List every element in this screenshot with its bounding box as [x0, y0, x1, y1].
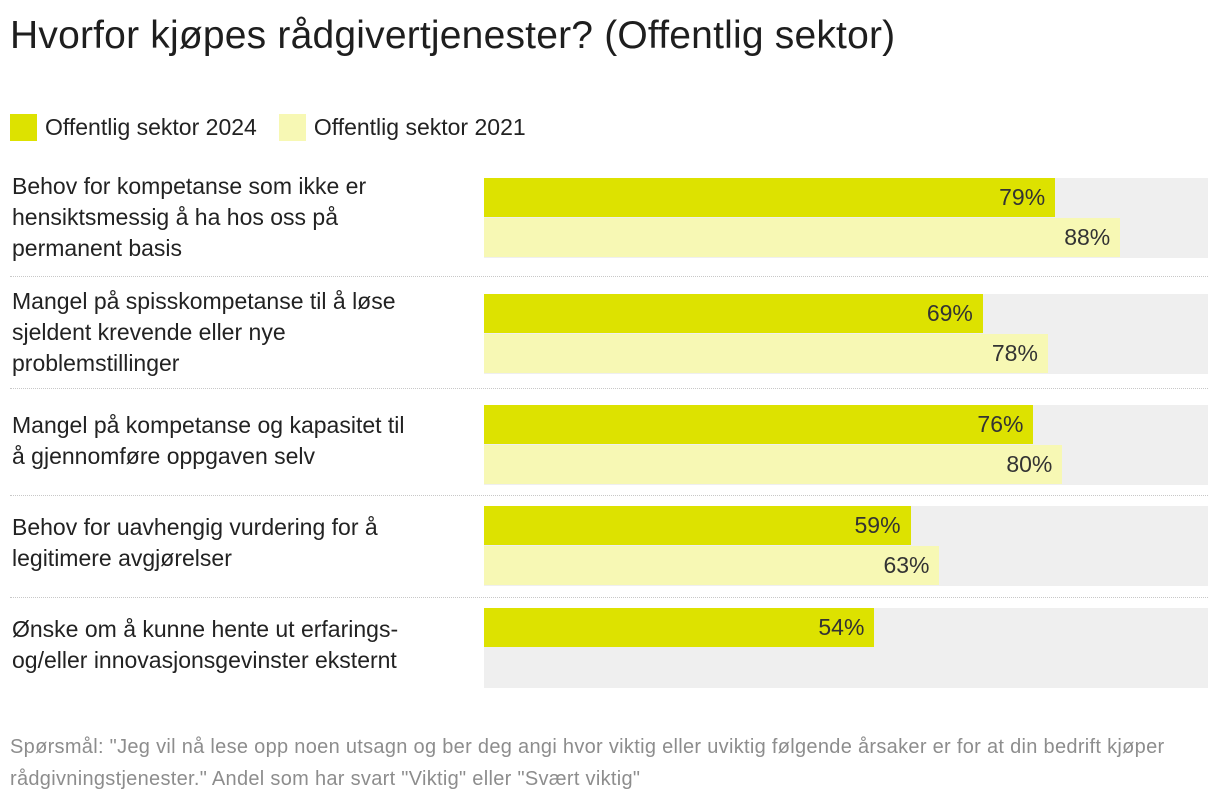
bar-2024 — [484, 405, 1034, 444]
data-label: 63% — [883, 552, 930, 578]
category-label-line: sjeldent krevende eller nye — [12, 319, 286, 345]
category-label: Mangel på spisskompetanse til å løse sjel… — [12, 286, 477, 379]
bar-2021 — [484, 218, 1121, 257]
row-divider — [10, 597, 1208, 598]
footnote: Spørsmål: "Jeg vil nå lese opp noen utsa… — [10, 736, 1165, 790]
legend-item-2021: Offentlig sektor 2021 — [278, 114, 526, 141]
chart-title: Hvorfor kjøpes rådgivertjenester? (Offen… — [10, 14, 896, 57]
row-divider — [10, 495, 1208, 496]
bar-2021 — [484, 334, 1048, 373]
category-label-line: problemstillinger — [12, 350, 180, 376]
row-divider — [10, 388, 1208, 389]
data-label: 59% — [854, 512, 901, 538]
legend-swatch-2021 — [278, 114, 306, 141]
data-label: 88% — [1064, 224, 1111, 250]
category-label-line: Behov for kompetanse som ikke er — [12, 173, 367, 199]
bar-2024 — [484, 506, 911, 545]
category-label: Behov for kompetanse som ikke er hensikts… — [12, 171, 477, 264]
category-label-line: Ønske om å kunne hente ut erfarings- — [12, 616, 399, 642]
bar-2021 — [484, 546, 940, 585]
bar-2024 — [484, 294, 983, 333]
row-divider — [10, 276, 1208, 277]
bar-2021 — [484, 445, 1063, 484]
data-label: 69% — [926, 300, 973, 326]
data-label: 78% — [991, 340, 1038, 366]
legend-item-2024: Offentlig sektor 2024 — [10, 114, 257, 141]
bar-2024 — [484, 178, 1056, 217]
category-label-line: Mangel på spisskompetanse til å løse — [12, 288, 396, 314]
category-label-line: Behov for uavhengig vurdering for å — [12, 514, 378, 540]
legend-label-2024: Offentlig sektor 2024 — [45, 114, 257, 140]
data-label: 76% — [977, 411, 1024, 437]
data-label: 54% — [818, 614, 865, 640]
category-label-line: Mangel på kompetanse og kapasitet til — [12, 412, 405, 438]
category-label-line: å gjennomføre oppgaven selv — [12, 443, 316, 469]
category-label-line: hensiktsmessig å ha hos oss på — [12, 204, 339, 230]
category-label: Mangel på kompetanse og kapasitet til å g… — [12, 410, 477, 472]
data-label: 79% — [999, 184, 1046, 210]
legend-label-2021: Offentlig sektor 2021 — [313, 114, 526, 140]
category-label: Behov for uavhengig vurdering for å legit… — [12, 512, 477, 574]
category-label-line: legitimere avgjørelser — [12, 545, 232, 571]
category-label: Ønske om å kunne hente ut erfarings-og/e… — [12, 614, 477, 676]
legend-swatch-2024 — [10, 114, 37, 141]
bar-2024 — [484, 608, 875, 647]
category-label-line: og/eller innovasjonsgevinster eksternt — [12, 647, 397, 673]
category-label-line: permanent basis — [12, 235, 183, 261]
data-label: 80% — [1006, 451, 1053, 477]
legend: Offentlig sektor 2024 Offentlig sektor 2… — [10, 114, 548, 141]
